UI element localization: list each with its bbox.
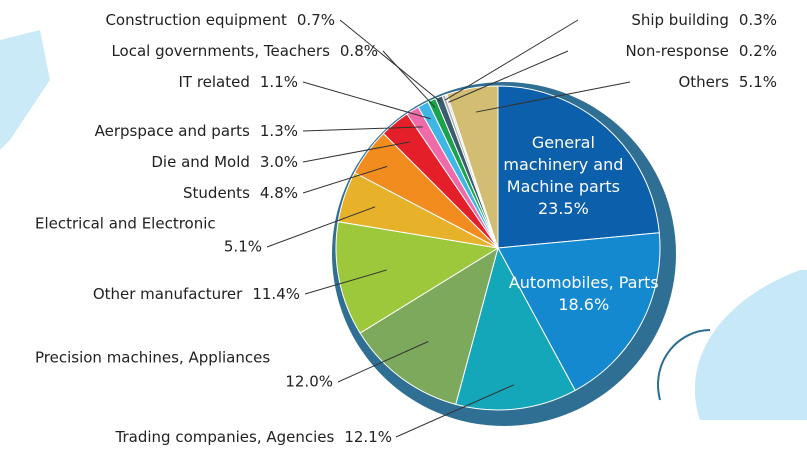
slice-label: IT related 1.1% [178, 73, 298, 91]
category-label: Construction equipment [105, 11, 287, 29]
slice-label: Trading companies, Agencies 12.1% [115, 428, 392, 446]
label-text: Automobiles, Parts [509, 272, 659, 294]
value-label: 1.1% [260, 73, 298, 91]
slice-label: Non-response 0.2% [625, 42, 777, 60]
slice-label: Students 4.8% [183, 184, 298, 202]
category-label: Others [678, 73, 729, 91]
slice-label: Ship building 0.3% [631, 11, 777, 29]
label-text: 18.6% [509, 294, 659, 316]
slice-label: Local governments, Teachers 0.8% [111, 42, 378, 60]
category-label: Local governments, Teachers [111, 42, 330, 60]
leader-line [383, 51, 435, 108]
value-label: 5.1% [739, 73, 777, 91]
value-label: 12.1% [344, 428, 392, 446]
value-label: 0.3% [739, 11, 777, 29]
category-label: Die and Mold [151, 153, 250, 171]
category-label: Trading companies, Agencies [115, 428, 335, 446]
category-label: Aerpspace and parts [95, 122, 250, 140]
category-label: Other manufacturer [93, 285, 243, 303]
category-label: Electrical and Electronic [35, 215, 216, 233]
decoration [695, 270, 807, 420]
leader-line [340, 20, 441, 102]
chart: Trading companies, Agencies 12.1% Precisio… [0, 0, 807, 451]
category-label: Ship building [631, 11, 729, 29]
slice-label: Other manufacturer 11.4% [93, 285, 300, 303]
page: Trading companies, Agencies 12.1% Precisio… [0, 0, 807, 451]
category-label: Students [183, 184, 250, 202]
value-label: 11.4% [252, 285, 300, 303]
value-label: 3.0% [260, 153, 298, 171]
category-label: Precision machines, Appliances [35, 349, 270, 367]
label-text: General machinery and Machine parts [488, 132, 638, 198]
slice-label: Die and Mold 3.0% [151, 153, 298, 171]
slice-label: Aerpspace and parts 1.3% [95, 122, 298, 140]
category-label: IT related [178, 73, 249, 91]
value-label: 5.1% [224, 238, 262, 256]
decoration [0, 30, 50, 150]
leader-line [303, 82, 431, 119]
category-label: Non-response [625, 42, 728, 60]
label-text: 23.5% [488, 198, 638, 220]
value-label: 0.7% [297, 11, 335, 29]
value-label: 0.2% [739, 42, 777, 60]
value-label: 12.0% [285, 373, 333, 391]
value-label: 1.3% [260, 122, 298, 140]
slice-label: Construction equipment 0.7% [105, 11, 335, 29]
slice-label: Others 5.1% [678, 73, 777, 91]
value-label: 4.8% [260, 184, 298, 202]
value-label: 0.8% [340, 42, 378, 60]
